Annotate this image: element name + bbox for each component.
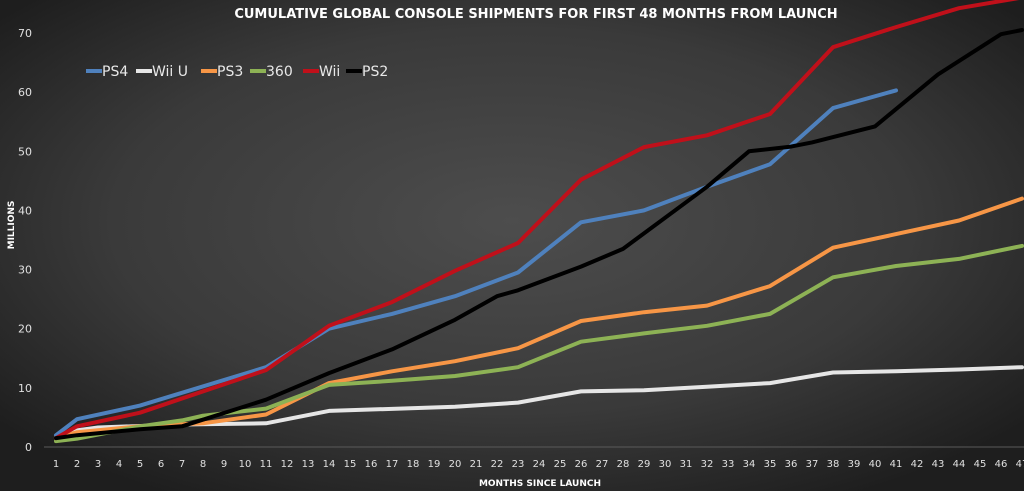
x-tick-label: 22	[491, 459, 504, 470]
y-tick-label: 50	[18, 145, 32, 158]
x-axis-label: MONTHS SINCE LAUNCH	[479, 479, 601, 489]
x-tick-label: 43	[932, 459, 945, 470]
legend-item: PS3	[201, 64, 243, 80]
legend-label: 360	[266, 64, 293, 80]
x-tick-label: 27	[596, 459, 609, 470]
legend-item: PS4	[86, 64, 128, 80]
x-tick-label: 9	[221, 459, 227, 470]
x-tick-label: 36	[785, 459, 798, 470]
x-tick-label: 46	[995, 459, 1008, 470]
x-tick-label: 34	[743, 459, 756, 470]
x-tick-label: 28	[617, 459, 630, 470]
x-tick-label: 38	[827, 459, 840, 470]
x-tick-label: 32	[701, 459, 714, 470]
legend-label: PS4	[102, 64, 128, 80]
y-tick-label: 70	[18, 27, 32, 40]
y-tick-label: 20	[18, 323, 32, 336]
legend-label: PS3	[217, 64, 243, 80]
x-tick-label: 40	[869, 459, 882, 470]
y-tick-label: 40	[18, 204, 32, 217]
y-tick-label: 60	[18, 86, 32, 99]
x-tick-label: 8	[200, 459, 206, 470]
x-tick-label: 25	[554, 459, 567, 470]
x-tick-label: 5	[137, 459, 143, 470]
x-tick-label: 23	[512, 459, 525, 470]
x-tick-label: 33	[722, 459, 735, 470]
x-tick-label: 21	[470, 459, 483, 470]
x-tick-label: 1	[53, 459, 59, 470]
legend-item: Wii U	[136, 64, 188, 80]
x-tick-label: 17	[386, 459, 399, 470]
x-tick-label: 4	[116, 459, 122, 470]
x-tick-label: 3	[95, 459, 101, 470]
x-tick-label: 13	[302, 459, 315, 470]
x-tick-label: 6	[158, 459, 164, 470]
series-line-360	[54, 243, 1024, 444]
x-tick-label: 37	[806, 459, 819, 470]
x-tick-label: 12	[281, 459, 294, 470]
x-tick-label: 11	[260, 459, 273, 470]
x-tick-label: 15	[344, 459, 357, 470]
legend-item: PS2	[346, 64, 388, 80]
chart-title: CUMULATIVE GLOBAL CONSOLE SHIPMENTS FOR …	[234, 7, 837, 22]
y-tick-label: 0	[25, 441, 32, 454]
legend-label: Wii U	[152, 64, 188, 80]
x-tick-label: 47	[1016, 459, 1024, 470]
y-axis-label: MILLIONS	[7, 201, 17, 250]
x-tick-label: 31	[680, 459, 693, 470]
x-tick-label: 30	[659, 459, 672, 470]
x-tick-label: 35	[764, 459, 777, 470]
legend-label: Wii	[319, 64, 340, 80]
y-tick-label: 30	[18, 264, 32, 277]
x-tick-label: 18	[407, 459, 420, 470]
x-tick-label: 42	[911, 459, 924, 470]
x-tick-label: 44	[953, 459, 966, 470]
x-tick-label: 19	[428, 459, 441, 470]
series-line-ps4	[54, 88, 898, 438]
x-tick-label: 14	[323, 459, 336, 470]
x-tick-label: 20	[449, 459, 462, 470]
legend-item: 360	[250, 64, 293, 80]
series-line-ps2	[54, 28, 1024, 441]
series-line-wii	[54, 0, 1020, 441]
x-tick-label: 7	[179, 459, 185, 470]
y-tick-label: 10	[18, 382, 32, 395]
legend-item: Wii	[303, 64, 340, 80]
x-tick-label: 41	[890, 459, 903, 470]
x-tick-label: 26	[575, 459, 588, 470]
x-tick-label: 45	[974, 459, 987, 470]
x-tick-label: 16	[365, 459, 378, 470]
x-tick-label: 10	[239, 459, 252, 470]
x-tick-label: 24	[533, 459, 546, 470]
x-tick-label: 39	[848, 459, 861, 470]
legend-label: PS2	[362, 64, 388, 80]
x-tick-label: 29	[638, 459, 651, 470]
x-tick-label: 2	[74, 459, 80, 470]
